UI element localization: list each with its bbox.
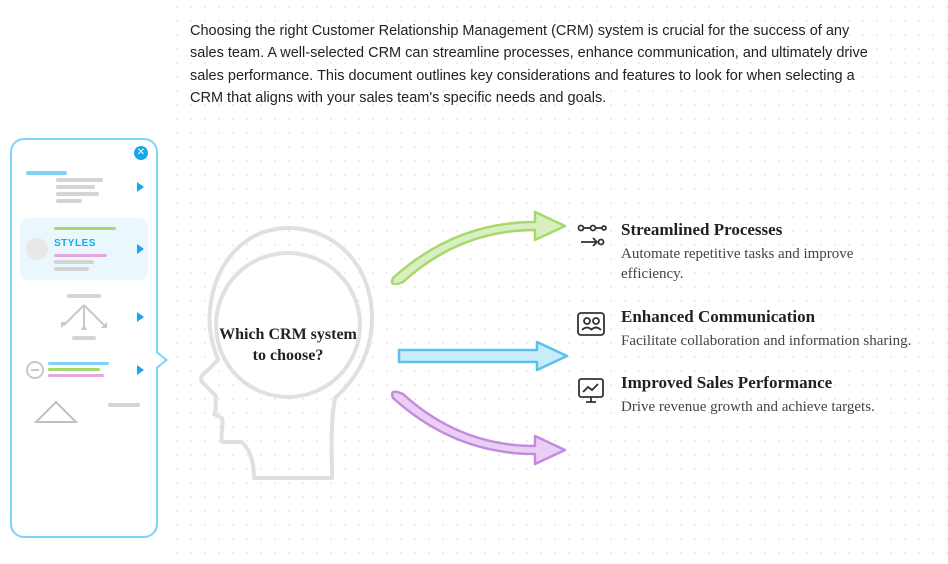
sidebar-pointer-icon bbox=[156, 350, 168, 370]
play-icon bbox=[137, 182, 144, 192]
styles-label: STYLES bbox=[54, 238, 96, 249]
style-thumb-3[interactable] bbox=[20, 286, 148, 347]
style-thumb-1[interactable] bbox=[20, 162, 148, 212]
benefit-item: Streamlined Processes Automate repetitiv… bbox=[575, 220, 915, 285]
benefit-desc: Facilitate collaboration and information… bbox=[621, 331, 911, 351]
benefit-title: Improved Sales Performance bbox=[621, 373, 875, 393]
benefit-title: Enhanced Communication bbox=[621, 307, 911, 327]
play-icon bbox=[137, 244, 144, 254]
people-icon bbox=[575, 307, 609, 351]
benefit-desc: Drive revenue growth and achieve targets… bbox=[621, 397, 875, 417]
play-icon bbox=[137, 312, 144, 322]
benefits-list: Streamlined Processes Automate repetitiv… bbox=[575, 220, 915, 439]
style-thumb-2-selected[interactable]: STYLES bbox=[20, 218, 148, 280]
intro-paragraph: Choosing the right Customer Relationship… bbox=[190, 20, 870, 110]
style-thumb-4[interactable] bbox=[20, 353, 148, 386]
arrow-mid bbox=[395, 340, 570, 372]
arrow-bot bbox=[385, 390, 570, 470]
crm-diagram: Which CRM system to choose? Streamlined … bbox=[170, 190, 930, 550]
style-picker-panel: ✕ STYLES bbox=[10, 138, 158, 538]
benefit-desc: Automate repetitive tasks and improve ef… bbox=[621, 244, 915, 285]
process-icon bbox=[575, 220, 609, 285]
style-thumb-5[interactable] bbox=[20, 392, 148, 429]
benefit-item: Enhanced Communication Facilitate collab… bbox=[575, 307, 915, 351]
chart-icon bbox=[575, 373, 609, 417]
arrow-top bbox=[385, 210, 570, 285]
benefit-item: Improved Sales Performance Drive revenue… bbox=[575, 373, 915, 417]
benefit-title: Streamlined Processes bbox=[621, 220, 915, 240]
play-icon bbox=[137, 365, 144, 375]
head-question-text: Which CRM system to choose? bbox=[218, 325, 358, 367]
close-icon[interactable]: ✕ bbox=[134, 146, 148, 160]
